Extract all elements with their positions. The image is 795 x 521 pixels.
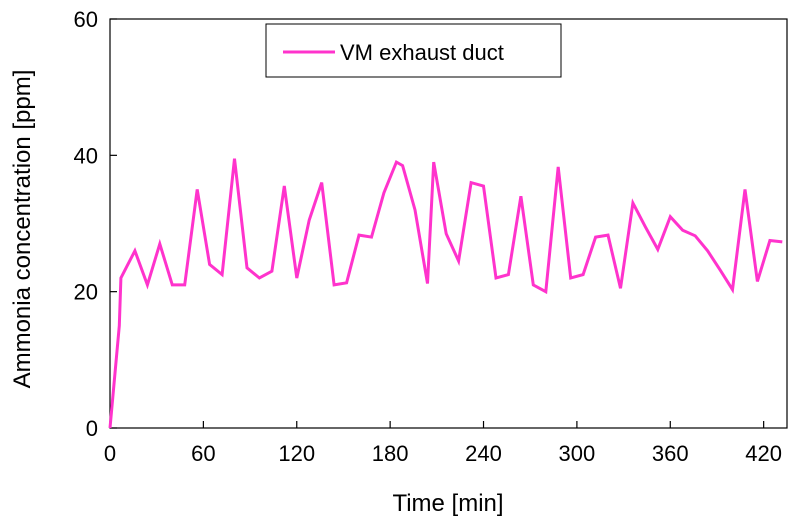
x-tick-label: 240 [465, 441, 502, 466]
x-tick-label: 0 [104, 441, 116, 466]
legend: VM exhaust duct [265, 23, 562, 78]
x-tick-label: 360 [652, 441, 689, 466]
y-axis-title: Ammonia concentration [ppm] [9, 70, 36, 389]
y-tick-label: 20 [74, 280, 98, 305]
x-axis-title: Time [min] [392, 490, 503, 517]
y-tick-label: 0 [86, 416, 98, 441]
x-tick-label: 300 [559, 441, 596, 466]
x-tick-label: 420 [745, 441, 782, 466]
plot-area [109, 18, 788, 429]
series-layer [108, 158, 783, 429]
x-tick-label: 120 [278, 441, 315, 466]
axis-ticks [109, 18, 765, 429]
y-tick-label: 40 [74, 143, 98, 168]
x-tick-label: 60 [191, 441, 215, 466]
x-tick-label: 180 [372, 441, 409, 466]
y-tick-label: 60 [74, 7, 98, 32]
legend-label: VM exhaust duct [340, 40, 504, 65]
axis-tick-labels: 0 60 120 180 240 300 360 420 0 20 40 60 [74, 7, 782, 466]
